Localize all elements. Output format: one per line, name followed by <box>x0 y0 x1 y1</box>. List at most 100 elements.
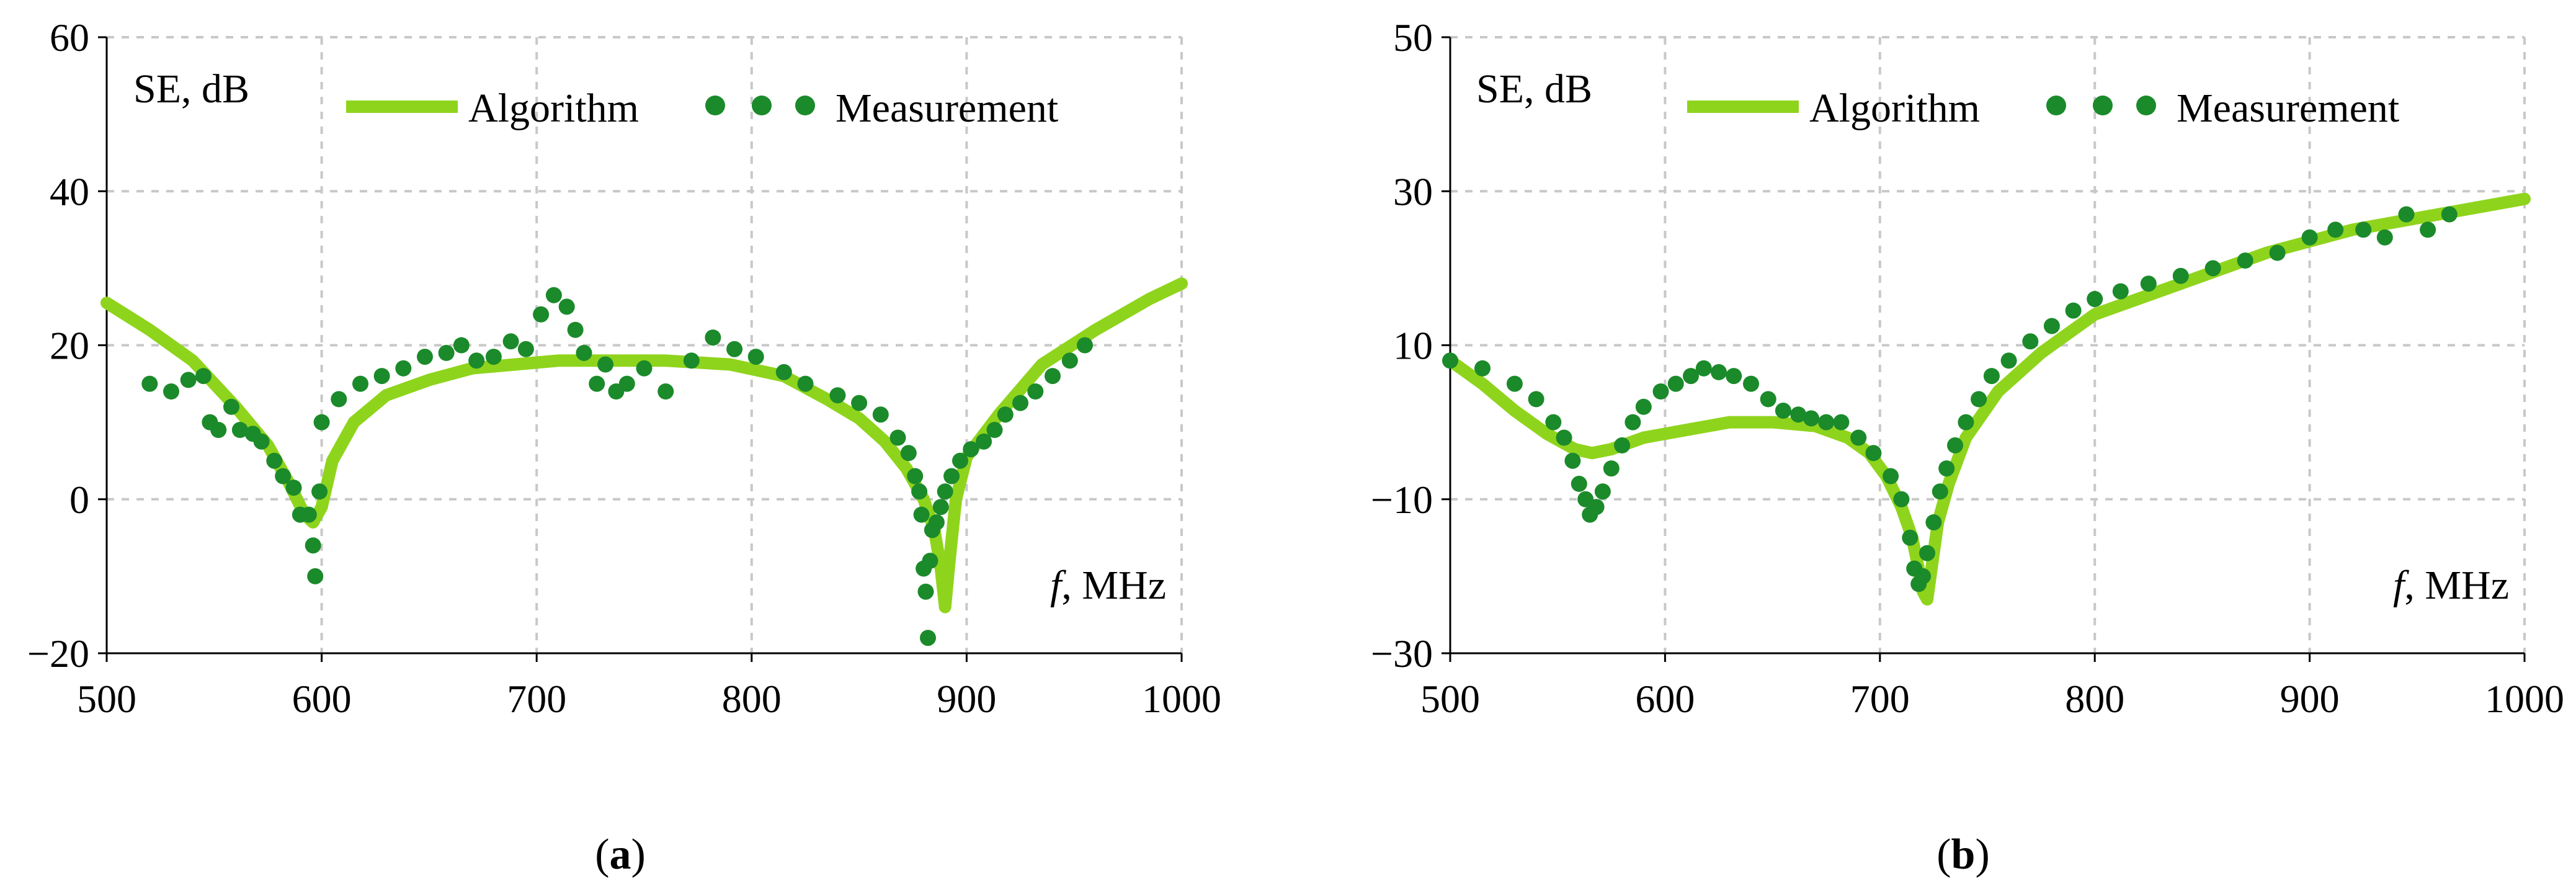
measurement-point-a <box>932 499 949 516</box>
measurement-point-a <box>952 452 968 469</box>
measurement-point-b <box>1850 429 1867 446</box>
measurement-point-a <box>453 337 470 354</box>
measurement-point-b <box>2441 206 2458 223</box>
measurement-point-b <box>1652 383 1669 400</box>
measurement-point-a <box>963 441 979 458</box>
measurement-point-a <box>266 452 283 469</box>
measurement-point-a <box>797 375 814 392</box>
chart-panel-b: 500 600 700 800 900 1000 −30 −10 10 30 50 SE, dB f… <box>1371 16 2564 878</box>
measurement-point-b <box>1932 483 1948 500</box>
measurement-point-b <box>2237 252 2253 269</box>
y-tick-label-b: 50 <box>1393 16 1433 60</box>
caption-b: (b) <box>1936 831 1990 878</box>
measurement-point-b <box>2204 260 2221 277</box>
measurement-point-b <box>2140 275 2157 292</box>
measurement-point-b <box>1833 414 1850 431</box>
measurement-point-a <box>597 356 614 373</box>
measurement-point-a <box>922 553 938 569</box>
measurement-point-a <box>911 483 928 500</box>
x-tick-label-a: 1000 <box>1142 677 1221 721</box>
x-axis-label-b-unit: , MHz <box>2404 563 2509 608</box>
measurement-point-b <box>1571 475 1587 492</box>
measurement-point-b <box>1790 406 1807 423</box>
measurement-point-a <box>305 537 321 554</box>
measurement-point-b <box>2087 291 2103 307</box>
measurement-point-b <box>1971 391 1987 408</box>
measurement-point-a <box>331 391 347 408</box>
measurement-point-b <box>1695 360 1712 377</box>
measurement-point-b <box>2301 229 2318 246</box>
measurement-point-a <box>657 383 674 400</box>
measurement-point-a <box>829 387 846 404</box>
measurement-point-a <box>775 364 792 380</box>
measurement-point-a <box>636 360 653 377</box>
caption-b-letter: b <box>1951 831 1976 878</box>
measurement-point-a <box>285 480 302 496</box>
measurement-point-b <box>2420 221 2436 238</box>
measurement-point-b <box>2376 229 2393 246</box>
legend-a-measurement-dot <box>795 96 815 115</box>
x-tick-label-a: 900 <box>937 677 996 721</box>
measurement-point-b <box>2000 352 2017 369</box>
measurement-point-a <box>468 352 485 369</box>
measurement-point-b <box>1983 368 2000 385</box>
x-axis-label-b: f, MHz <box>2393 563 2509 608</box>
measurement-point-b <box>1893 491 1910 507</box>
y-axis-label-a: SE, dB <box>133 66 249 112</box>
measurement-point-b <box>1775 403 1791 419</box>
measurement-point-a <box>300 506 317 523</box>
legend-b-algorithm-label: Algorithm <box>1809 86 1980 131</box>
measurement-point-b <box>1594 483 1611 500</box>
measurement-point-b <box>1711 364 1727 380</box>
x-tick-label-b: 900 <box>2280 677 2340 721</box>
measurement-point-b <box>1760 391 1776 408</box>
measurement-point-a <box>928 514 945 530</box>
series-b <box>1442 192 2531 606</box>
measurement-point-a <box>395 360 412 377</box>
measurement-point-b <box>1919 545 1935 561</box>
legend-b-measurement-dot <box>2046 96 2066 115</box>
measurement-point-a <box>311 483 328 500</box>
measurement-point-a <box>986 422 1003 438</box>
legend-b-measurement-dot <box>2093 96 2113 115</box>
measurement-point-a <box>576 344 592 361</box>
measurement-point-a <box>533 306 550 323</box>
measurement-point-a <box>907 468 924 485</box>
measurement-point-b <box>1683 368 1699 385</box>
measurement-point-b <box>1624 414 1641 431</box>
measurement-point-a <box>180 372 197 388</box>
y-tick-label-a: 60 <box>50 16 89 60</box>
y-tick-label-b: 30 <box>1393 169 1433 213</box>
legend-b-measurement-dot <box>2136 96 2156 115</box>
measurement-point-b <box>1614 437 1631 453</box>
measurement-point-a <box>997 406 1014 423</box>
measurement-point-b <box>1545 414 1562 431</box>
measurement-point-a <box>275 468 292 485</box>
measurement-point-a <box>313 414 330 431</box>
measurement-point-b <box>1938 460 1955 477</box>
x-tick-label-a: 700 <box>507 677 566 721</box>
measurement-point-a <box>917 583 934 600</box>
measurement-point-b <box>2355 221 2372 238</box>
measurement-point-a <box>747 349 764 365</box>
measurement-point-b <box>1667 375 1684 392</box>
measurement-point-b <box>1556 429 1572 446</box>
x-tick-label-b: 500 <box>1420 677 1480 721</box>
measurement-point-a <box>210 422 227 438</box>
measurement-point-b <box>2327 221 2344 238</box>
series-line-algorithm-b <box>1444 192 2531 606</box>
measurement-point-a <box>618 375 635 392</box>
measurement-point-b <box>1902 529 1919 546</box>
measurement-point-b <box>1947 437 1963 453</box>
y-tick-label-a: 40 <box>50 169 89 213</box>
measurement-point-b <box>1528 391 1544 408</box>
x-tick-label-a: 600 <box>292 677 352 721</box>
measurement-point-a <box>307 568 324 584</box>
measurement-point-b <box>1915 568 1932 584</box>
measurement-point-a <box>1012 395 1028 411</box>
axes-a: 500 600 700 800 900 1000 −20 0 20 40 60 <box>27 16 1221 721</box>
measurement-point-b <box>1474 360 1491 377</box>
measurement-point-b <box>1958 414 1974 431</box>
x-tick-label-b: 700 <box>1850 677 1910 721</box>
measurement-point-b <box>1743 375 1759 392</box>
